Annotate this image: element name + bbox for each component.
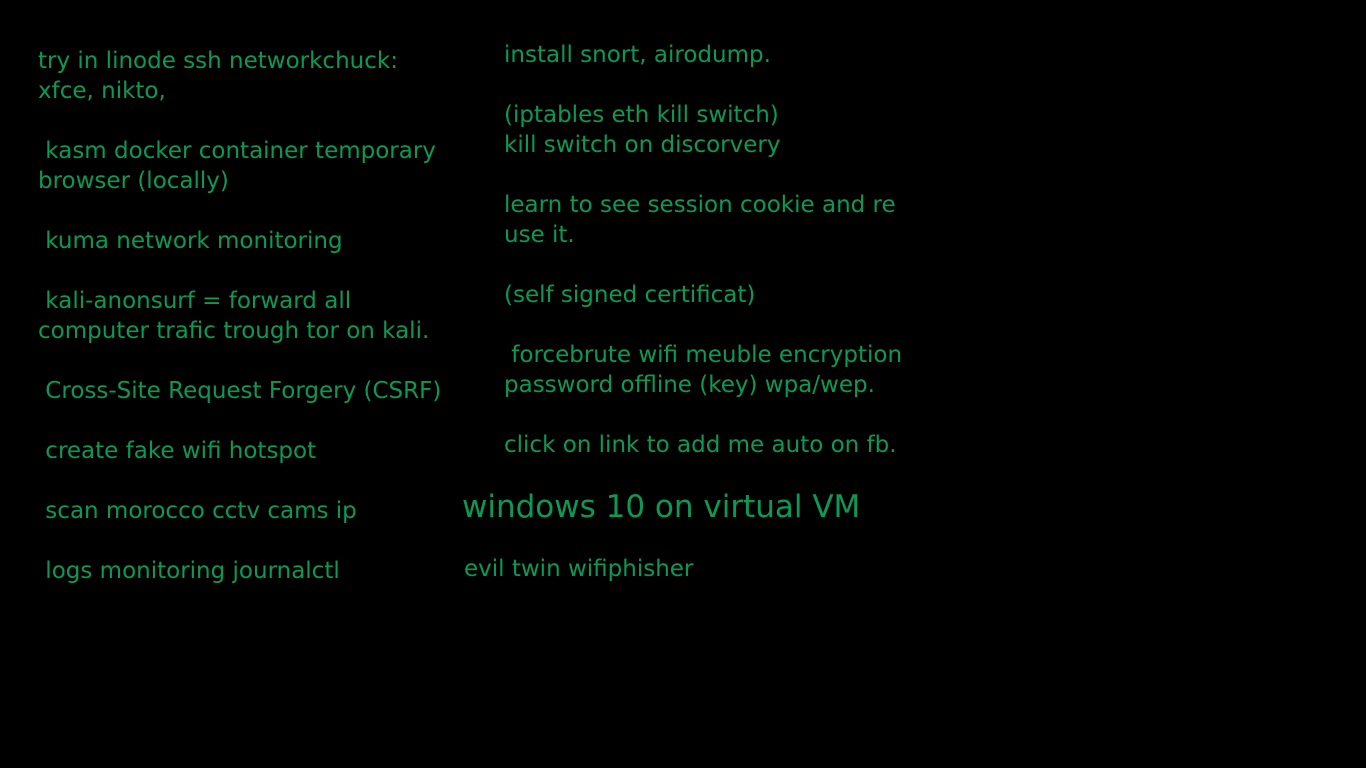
desktop-note-left: try in linode ssh networkchuck: xfce, ni…	[38, 48, 442, 584]
desktop-note-right: install snort, airodump. (iptables eth k…	[504, 42, 903, 458]
desktop-note-evil-twin: evil twin wifiphisher	[464, 556, 694, 582]
desktop-note-vm: windows 10 on virtual VM	[462, 489, 861, 525]
